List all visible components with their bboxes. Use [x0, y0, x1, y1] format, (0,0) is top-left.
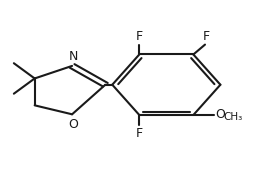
Text: F: F	[202, 30, 210, 43]
Text: CH₃: CH₃	[224, 112, 243, 122]
Text: N: N	[69, 50, 78, 63]
Text: F: F	[136, 127, 143, 140]
Text: O: O	[69, 118, 78, 131]
Text: F: F	[136, 30, 143, 43]
Text: O: O	[215, 108, 225, 122]
